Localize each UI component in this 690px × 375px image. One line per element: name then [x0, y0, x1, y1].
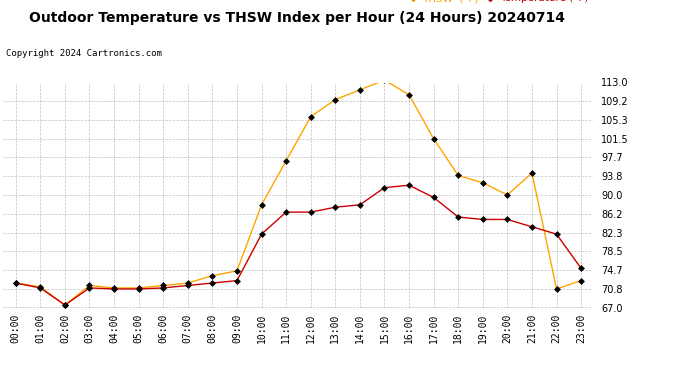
Legend: THSW  (°F), Temperature (°F): THSW (°F), Temperature (°F)	[407, 0, 588, 3]
Text: Outdoor Temperature vs THSW Index per Hour (24 Hours) 20240714: Outdoor Temperature vs THSW Index per Ho…	[29, 11, 564, 25]
Text: Copyright 2024 Cartronics.com: Copyright 2024 Cartronics.com	[6, 49, 161, 58]
